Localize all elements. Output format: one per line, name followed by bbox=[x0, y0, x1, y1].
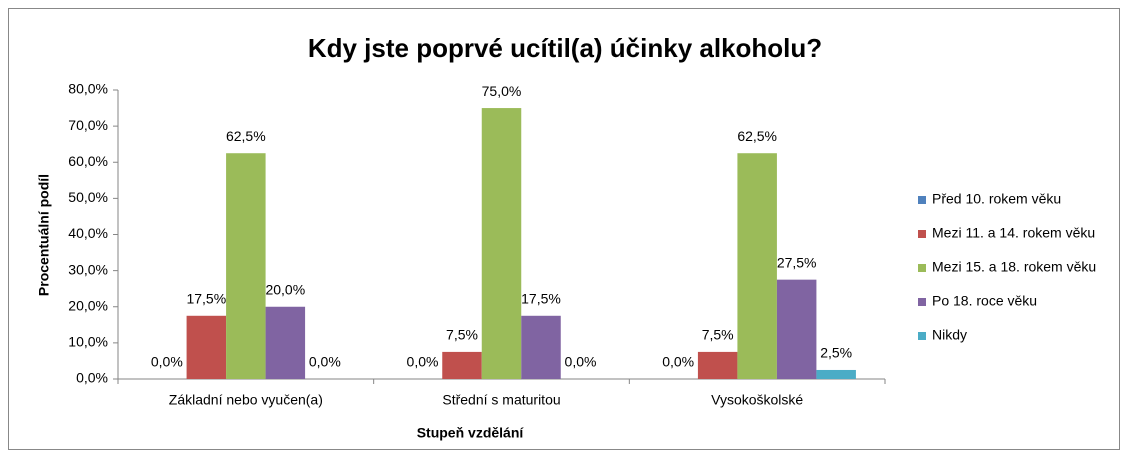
value-label: 0,0% bbox=[565, 354, 597, 370]
legend-label: Po 18. roce věku bbox=[932, 293, 1037, 309]
bar bbox=[481, 108, 522, 379]
value-label: 0,0% bbox=[407, 354, 439, 370]
x-tick-label: Vysokoškolské bbox=[711, 392, 803, 408]
bar bbox=[737, 153, 777, 379]
value-label: 17,5% bbox=[186, 290, 226, 306]
x-tick-label: Střední s maturitou bbox=[442, 392, 560, 408]
legend-swatch bbox=[918, 196, 926, 204]
value-label: 0,0% bbox=[309, 354, 341, 370]
legend-label: Nikdy bbox=[932, 327, 967, 343]
bar bbox=[265, 306, 306, 379]
bar bbox=[226, 153, 266, 379]
y-tick-label: 40,0% bbox=[68, 225, 108, 241]
y-tick-label: 30,0% bbox=[68, 261, 108, 277]
y-tick-label: 60,0% bbox=[68, 153, 108, 169]
legend-swatch bbox=[918, 332, 926, 340]
value-label: 0,0% bbox=[662, 354, 694, 370]
x-axis-title: Stupeň vzdělání bbox=[417, 425, 525, 441]
value-label: 75,0% bbox=[482, 83, 522, 99]
y-tick-label: 10,0% bbox=[68, 334, 108, 350]
chart-title: Kdy jste poprvé ucítil(a) účinky alkohol… bbox=[308, 33, 822, 63]
value-label: 20,0% bbox=[265, 281, 305, 297]
bar bbox=[776, 279, 817, 379]
y-tick-label: 80,0% bbox=[68, 81, 108, 97]
bar bbox=[521, 315, 561, 379]
y-tick-label: 20,0% bbox=[68, 297, 108, 313]
legend-swatch bbox=[918, 264, 926, 272]
bar bbox=[816, 369, 856, 379]
y-tick-label: 70,0% bbox=[68, 117, 108, 133]
legend-label: Mezi 15. a 18. rokem věku bbox=[932, 259, 1096, 275]
y-tick-label: 0,0% bbox=[76, 370, 108, 386]
y-axis-title: Procentuální podíl bbox=[36, 174, 52, 296]
bar bbox=[697, 351, 738, 379]
legend-swatch bbox=[918, 298, 926, 306]
value-label: 27,5% bbox=[777, 254, 817, 270]
value-label: 62,5% bbox=[737, 128, 777, 144]
bar bbox=[442, 351, 482, 379]
legend-label: Mezi 11. a 14. rokem věku bbox=[932, 225, 1095, 241]
value-label: 0,0% bbox=[151, 354, 183, 370]
value-label: 7,5% bbox=[702, 327, 734, 343]
y-tick-label: 50,0% bbox=[68, 189, 108, 205]
value-label: 17,5% bbox=[521, 290, 561, 306]
legend-swatch bbox=[918, 230, 926, 238]
value-label: 62,5% bbox=[226, 128, 266, 144]
bar bbox=[186, 315, 227, 379]
legend-label: Před 10. rokem věku bbox=[932, 191, 1061, 207]
value-label: 7,5% bbox=[446, 327, 478, 343]
x-tick-label: Základní nebo vyučen(a) bbox=[169, 392, 323, 408]
value-label: 2,5% bbox=[820, 345, 852, 361]
